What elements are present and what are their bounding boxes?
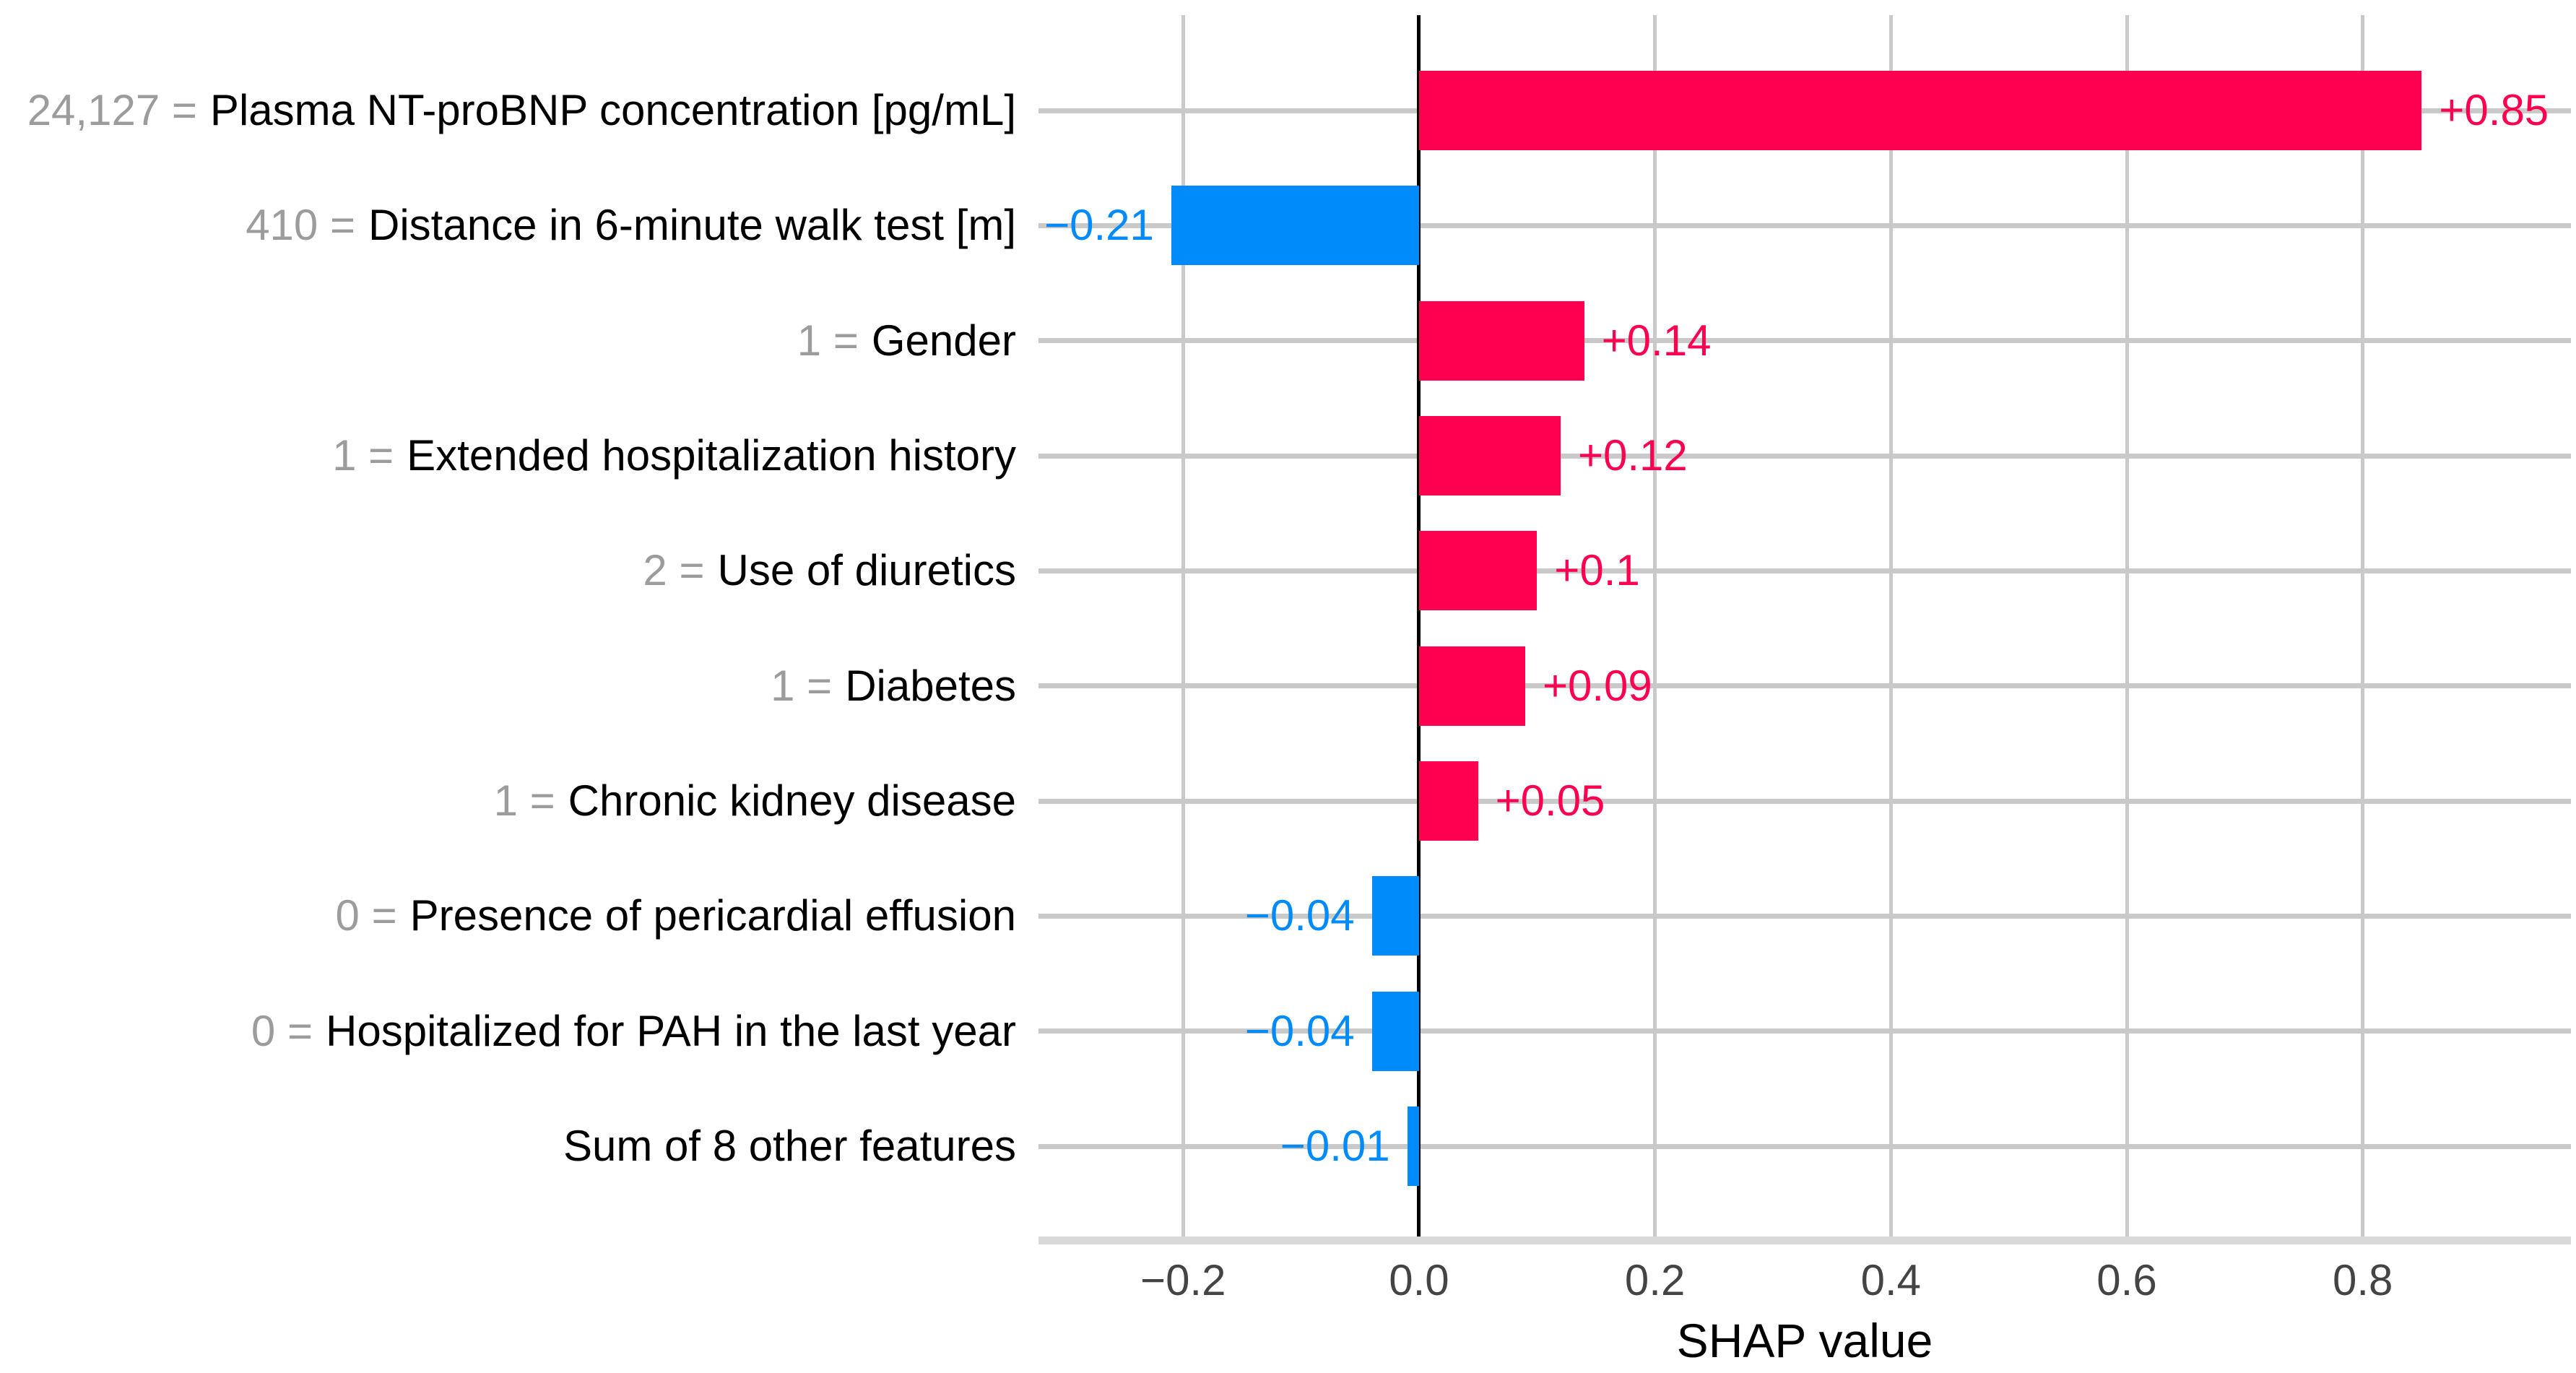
v-gridline: [2125, 15, 2129, 1241]
h-gridline: [1038, 453, 2571, 459]
shap-bar: [1418, 761, 1478, 841]
feature-label: 1 = Gender: [797, 305, 1016, 377]
x-tick-label: 0.4: [1860, 1256, 1922, 1304]
shap-bar: [1418, 71, 2422, 150]
feature-value: 0 =: [251, 1006, 313, 1055]
feature-label: 1 = Chronic kidney disease: [494, 765, 1016, 837]
v-gridline: [1181, 15, 1185, 1241]
h-gridline: [1038, 338, 2571, 344]
v-gridline: [1653, 15, 1657, 1241]
x-tick-label: −0.2: [1140, 1256, 1226, 1304]
feature-name: Sum of 8 other features: [563, 1122, 1016, 1171]
h-gridline: [1038, 1143, 2571, 1149]
bar-value-label: +0.14: [1601, 316, 1712, 365]
bar-value-label: −0.04: [1244, 891, 1355, 940]
feature-label: 1 = Extended hospitalization history: [332, 420, 1016, 492]
v-gridline: [2361, 15, 2365, 1241]
feature-value: 410 =: [246, 201, 356, 250]
shap-bar: [1407, 1106, 1419, 1187]
h-gridline: [1038, 222, 2571, 228]
x-axis-title: SHAP value: [1676, 1314, 1933, 1367]
x-tick-label: 0.8: [2332, 1256, 2393, 1304]
feature-label: 0 = Presence of pericardial effusion: [336, 880, 1016, 952]
x-tick-label: 0.6: [2096, 1256, 2157, 1304]
v-gridline: [1888, 15, 1893, 1241]
bar-value-label: +0.09: [1542, 661, 1652, 710]
feature-name: Plasma NT-proBNP concentration [pg/mL]: [209, 86, 1016, 134]
feature-name: Gender: [871, 316, 1016, 365]
h-gridline: [1038, 1028, 2571, 1034]
shap-bar: [1418, 531, 1538, 611]
feature-value: 1 =: [797, 316, 859, 365]
x-tick-label: 0.2: [1624, 1256, 1686, 1304]
h-gridline: [1038, 683, 2571, 689]
zero-reference-line: [1417, 15, 1421, 1241]
bar-value-label: −0.04: [1244, 1006, 1355, 1055]
feature-label: 410 = Distance in 6-minute walk test [m]: [246, 189, 1016, 261]
feature-label: Sum of 8 other features: [563, 1110, 1016, 1182]
feature-name: Extended hospitalization history: [407, 431, 1016, 480]
feature-value: 1 =: [771, 661, 833, 710]
feature-label: 0 = Hospitalized for PAH in the last year: [251, 995, 1016, 1067]
bar-value-label: +0.1: [1554, 546, 1640, 595]
feature-value: 1 =: [493, 776, 555, 826]
bar-value-label: +0.12: [1577, 431, 1688, 480]
bar-value-label: +0.85: [2439, 86, 2549, 134]
feature-value: 0 =: [335, 891, 397, 940]
shap-bar: [1371, 991, 1419, 1071]
feature-name: Presence of pericardial effusion: [409, 891, 1016, 940]
x-axis-line: [1038, 1236, 2571, 1244]
x-tick-label: 0.0: [1389, 1256, 1449, 1304]
feature-name: Hospitalized for PAH in the last year: [326, 1006, 1016, 1055]
feature-name: Chronic kidney disease: [568, 776, 1016, 826]
y-axis-labels: 24,127 = Plasma NT-proBNP concentration […: [0, 0, 1016, 1373]
shap-bar: [1371, 876, 1419, 956]
shap-bar: [1418, 416, 1561, 496]
shap-bar: [1418, 646, 1525, 726]
feature-value: 24,127 =: [27, 86, 197, 134]
bar-value-label: +0.05: [1495, 776, 1605, 826]
feature-value: 1 =: [332, 431, 394, 480]
feature-label: 2 = Use of diuretics: [643, 534, 1016, 607]
shap-bar: [1418, 300, 1584, 381]
feature-value: 2 =: [643, 546, 705, 595]
feature-label: 24,127 = Plasma NT-proBNP concentration […: [27, 74, 1016, 147]
h-gridline: [1038, 913, 2571, 919]
bar-value-label: −0.21: [1044, 201, 1154, 250]
h-gridline: [1038, 568, 2571, 573]
feature-name: Diabetes: [845, 661, 1016, 710]
bar-value-label: −0.01: [1280, 1122, 1390, 1171]
feature-name: Distance in 6-minute walk test [m]: [368, 201, 1016, 250]
h-gridline: [1038, 798, 2571, 804]
shap-bar: [1171, 186, 1419, 266]
feature-name: Use of diuretics: [717, 546, 1017, 595]
plot-panel: +0.85 −0.21 +0.14 +0.12 +0.1 +0.09 +0.05 −0.04 −…: [1038, 15, 2571, 1241]
feature-label: 1 = Diabetes: [771, 650, 1016, 722]
